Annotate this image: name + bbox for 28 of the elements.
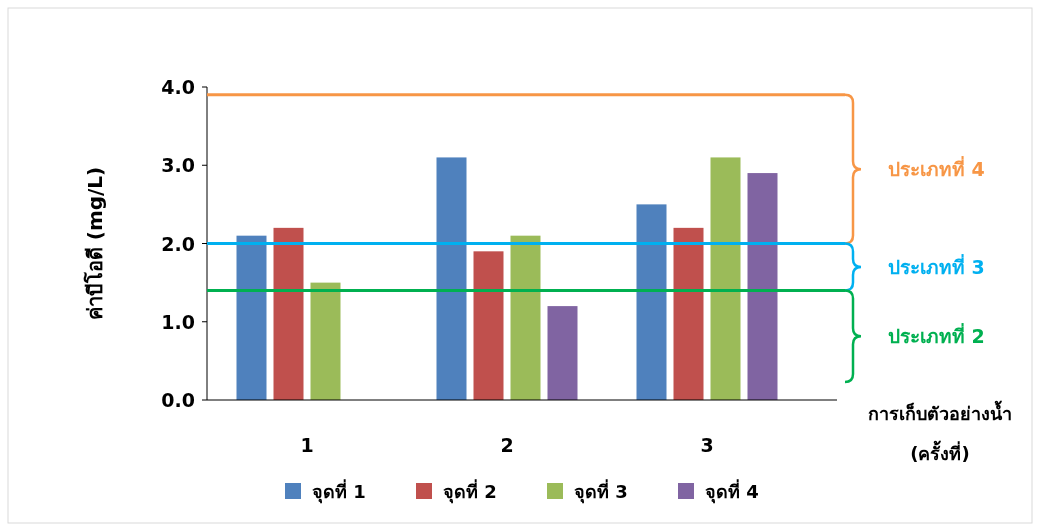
legend-label: จุดที่ 2 (443, 479, 497, 504)
x-tick-label: 3 (700, 434, 714, 456)
bar (547, 306, 578, 400)
bar (510, 235, 541, 400)
bar (747, 173, 778, 400)
y-tick-label: 3.0 (161, 154, 195, 177)
y-tick-label: 2.0 (161, 232, 195, 255)
x-axis-title: การเก็บตัวอย่างน้ำ (ครั้งที่) (868, 400, 1012, 464)
x-tick-label: 2 (500, 434, 514, 456)
bar (273, 227, 304, 400)
bar (673, 227, 704, 400)
bar (636, 204, 667, 400)
bar (710, 157, 741, 400)
y-axis-title: ค่าบีโอดี (mg/L) (83, 166, 107, 321)
bar (310, 282, 341, 400)
text: ประเภทที่ 2 (888, 323, 985, 348)
text: ประเภทที่ 3 (888, 253, 985, 278)
y-tick-label: 1.0 (161, 310, 195, 333)
legend-label: จุดที่ 3 (574, 479, 628, 504)
x-tick-label: 1 (300, 434, 314, 456)
bar (436, 157, 467, 400)
bar (473, 251, 504, 400)
legend-label: จุดที่ 1 (312, 479, 366, 504)
y-tick-label: 4.0 (161, 76, 195, 98)
bar (236, 235, 267, 400)
text: ประเภทที่ 4 (888, 156, 985, 181)
legend-label: จุดที่ 4 (705, 479, 759, 504)
y-tick-label: 0.0 (161, 389, 195, 411)
